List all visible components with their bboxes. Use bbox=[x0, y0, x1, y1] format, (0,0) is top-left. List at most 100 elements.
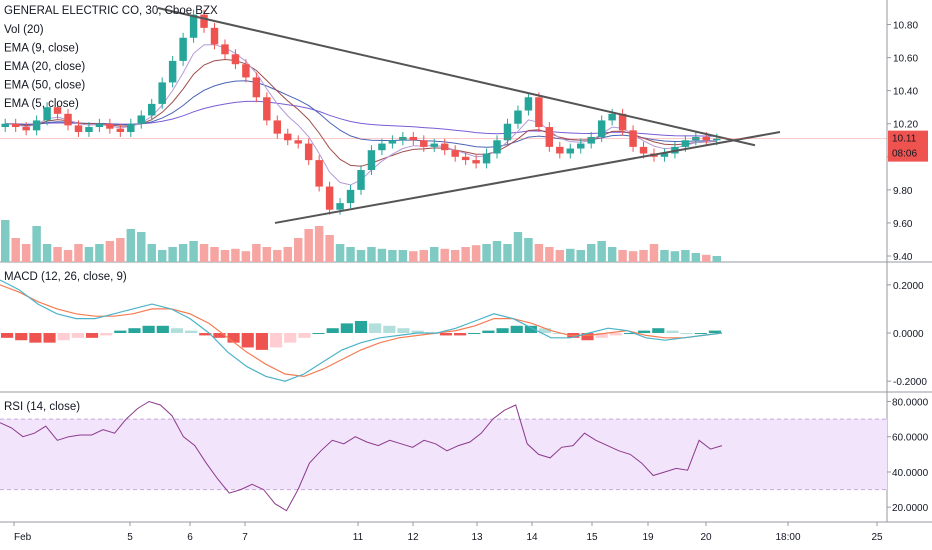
rsi-axis-tick-label: 40.0000 bbox=[892, 468, 929, 479]
candle-down[interactable] bbox=[106, 123, 114, 129]
candle-up[interactable] bbox=[127, 123, 135, 132]
rsi-axis-tick-label: 60.0000 bbox=[892, 433, 929, 444]
candle-up[interactable] bbox=[514, 110, 522, 124]
candle-down[interactable] bbox=[461, 156, 470, 161]
candle-up[interactable] bbox=[1, 123, 9, 128]
volume-bar bbox=[137, 232, 146, 262]
macd-histogram-bar bbox=[100, 333, 113, 336]
candle-up[interactable] bbox=[336, 203, 344, 210]
volume-bar bbox=[241, 251, 251, 262]
macd-histogram-bar bbox=[595, 333, 608, 338]
candle-up[interactable] bbox=[503, 123, 512, 141]
candle-up[interactable] bbox=[137, 115, 145, 124]
macd-signal-line bbox=[0, 284, 723, 378]
volume-bar bbox=[283, 247, 292, 262]
candle-down[interactable] bbox=[535, 97, 543, 128]
candle-down[interactable] bbox=[53, 107, 62, 114]
trendline-upper[interactable] bbox=[157, 7, 756, 147]
volume-bar bbox=[398, 250, 408, 262]
volume-bar bbox=[105, 241, 115, 262]
price-axis-tick-label: 10.20 bbox=[893, 120, 918, 131]
volume-bar bbox=[576, 250, 585, 262]
candle-up[interactable] bbox=[32, 120, 41, 131]
macd-histogram-bar bbox=[524, 325, 537, 334]
time-axis-tick-label: 5 bbox=[127, 532, 133, 543]
candle-down[interactable] bbox=[420, 140, 428, 147]
time-axis-tick-label: 18:00 bbox=[775, 532, 800, 543]
time-axis-tick-label: 20 bbox=[700, 532, 712, 543]
candle-up[interactable] bbox=[179, 37, 187, 61]
candle-down[interactable] bbox=[74, 125, 83, 132]
candle-up[interactable] bbox=[168, 60, 177, 83]
candle-down[interactable] bbox=[440, 143, 449, 151]
candle-down[interactable] bbox=[242, 64, 250, 78]
candle-up[interactable] bbox=[388, 140, 397, 144]
candle-up[interactable] bbox=[85, 127, 93, 132]
macd-histogram-bar bbox=[468, 333, 481, 335]
candle-down[interactable] bbox=[315, 160, 323, 187]
candle-down[interactable] bbox=[304, 143, 313, 161]
candle-down[interactable] bbox=[639, 146, 648, 154]
candle-up[interactable] bbox=[660, 153, 669, 157]
candle-up[interactable] bbox=[566, 148, 575, 154]
macd-histogram-bar bbox=[15, 333, 28, 341]
volume-bar bbox=[681, 250, 690, 262]
candle-down[interactable] bbox=[221, 44, 229, 55]
candle-up[interactable] bbox=[524, 97, 533, 111]
candle-up[interactable] bbox=[357, 170, 365, 190]
macd-histogram-bar bbox=[609, 333, 622, 336]
candle-down[interactable] bbox=[618, 113, 627, 131]
candle-down[interactable] bbox=[210, 27, 219, 45]
candle-down[interactable] bbox=[556, 146, 564, 154]
candle-down[interactable] bbox=[22, 127, 30, 131]
candle-up[interactable] bbox=[189, 14, 198, 38]
candle-up[interactable] bbox=[95, 123, 104, 128]
candle-down[interactable] bbox=[284, 133, 292, 141]
candle-up[interactable] bbox=[43, 107, 51, 121]
candle-down[interactable] bbox=[294, 140, 302, 144]
candle-down[interactable] bbox=[200, 14, 208, 28]
candle-up[interactable] bbox=[158, 82, 166, 104]
candle-down[interactable] bbox=[263, 97, 271, 121]
macd-histogram-bar bbox=[213, 333, 226, 338]
macd-histogram-bar bbox=[128, 328, 141, 334]
candle-down[interactable] bbox=[545, 127, 554, 147]
candle-up[interactable] bbox=[608, 113, 616, 121]
volume-bar bbox=[702, 254, 711, 262]
volume-bar bbox=[461, 247, 470, 262]
candle-up[interactable] bbox=[493, 140, 501, 154]
indicator-legend-item: Vol (20) bbox=[4, 24, 44, 36]
candle-up[interactable] bbox=[346, 189, 355, 204]
candle-down[interactable] bbox=[116, 128, 125, 132]
current-price-label: 10.11 bbox=[892, 134, 917, 145]
candle-down[interactable] bbox=[64, 113, 72, 126]
volume-bar bbox=[325, 235, 334, 262]
volume-bar bbox=[524, 238, 533, 262]
candle-down[interactable] bbox=[273, 120, 282, 134]
volume-bar bbox=[178, 244, 188, 262]
candle-up[interactable] bbox=[430, 143, 438, 147]
macd-histogram-bar bbox=[439, 333, 453, 336]
candle-down[interactable] bbox=[231, 54, 240, 65]
candle-down[interactable] bbox=[252, 77, 261, 98]
price-axis-tick-label: 10.60 bbox=[893, 54, 918, 65]
candle-up[interactable] bbox=[713, 138, 721, 141]
candle-up[interactable] bbox=[597, 120, 606, 137]
volume-bar bbox=[367, 247, 376, 262]
candle-up[interactable] bbox=[482, 153, 491, 164]
candle-up[interactable] bbox=[577, 143, 585, 149]
candle-up[interactable] bbox=[367, 150, 376, 171]
candle-up[interactable] bbox=[147, 103, 156, 116]
candle-down[interactable] bbox=[451, 150, 459, 157]
macd-histogram-bar bbox=[411, 330, 424, 334]
candle-down[interactable] bbox=[11, 123, 20, 128]
candle-down[interactable] bbox=[472, 160, 480, 164]
candle-up[interactable] bbox=[378, 143, 386, 151]
candle-down[interactable] bbox=[325, 186, 334, 210]
trendline-lower[interactable] bbox=[274, 131, 781, 224]
volume-bar bbox=[168, 247, 177, 262]
candle-up[interactable] bbox=[587, 136, 595, 144]
candle-up[interactable] bbox=[681, 140, 690, 147]
volume-bar bbox=[482, 244, 491, 262]
